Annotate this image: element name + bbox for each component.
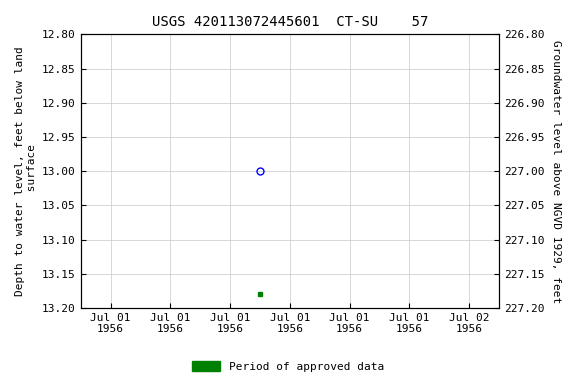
Title: USGS 420113072445601  CT-SU    57: USGS 420113072445601 CT-SU 57: [151, 15, 428, 29]
Legend: Period of approved data: Period of approved data: [188, 357, 388, 377]
Y-axis label: Depth to water level, feet below land
 surface: Depth to water level, feet below land su…: [15, 46, 37, 296]
Y-axis label: Groundwater level above NGVD 1929, feet: Groundwater level above NGVD 1929, feet: [551, 40, 561, 303]
